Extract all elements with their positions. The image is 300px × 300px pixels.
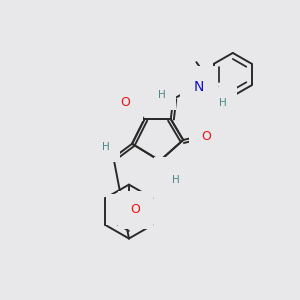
Text: O: O bbox=[121, 96, 130, 109]
Text: H: H bbox=[158, 89, 165, 100]
Text: H: H bbox=[118, 92, 126, 101]
Text: H: H bbox=[102, 142, 110, 152]
Text: N: N bbox=[166, 170, 176, 183]
Text: O: O bbox=[130, 203, 140, 216]
Text: N: N bbox=[194, 80, 204, 94]
Text: H: H bbox=[116, 205, 124, 214]
Text: H: H bbox=[172, 175, 179, 184]
Text: H: H bbox=[219, 98, 226, 108]
Text: O: O bbox=[202, 130, 212, 142]
